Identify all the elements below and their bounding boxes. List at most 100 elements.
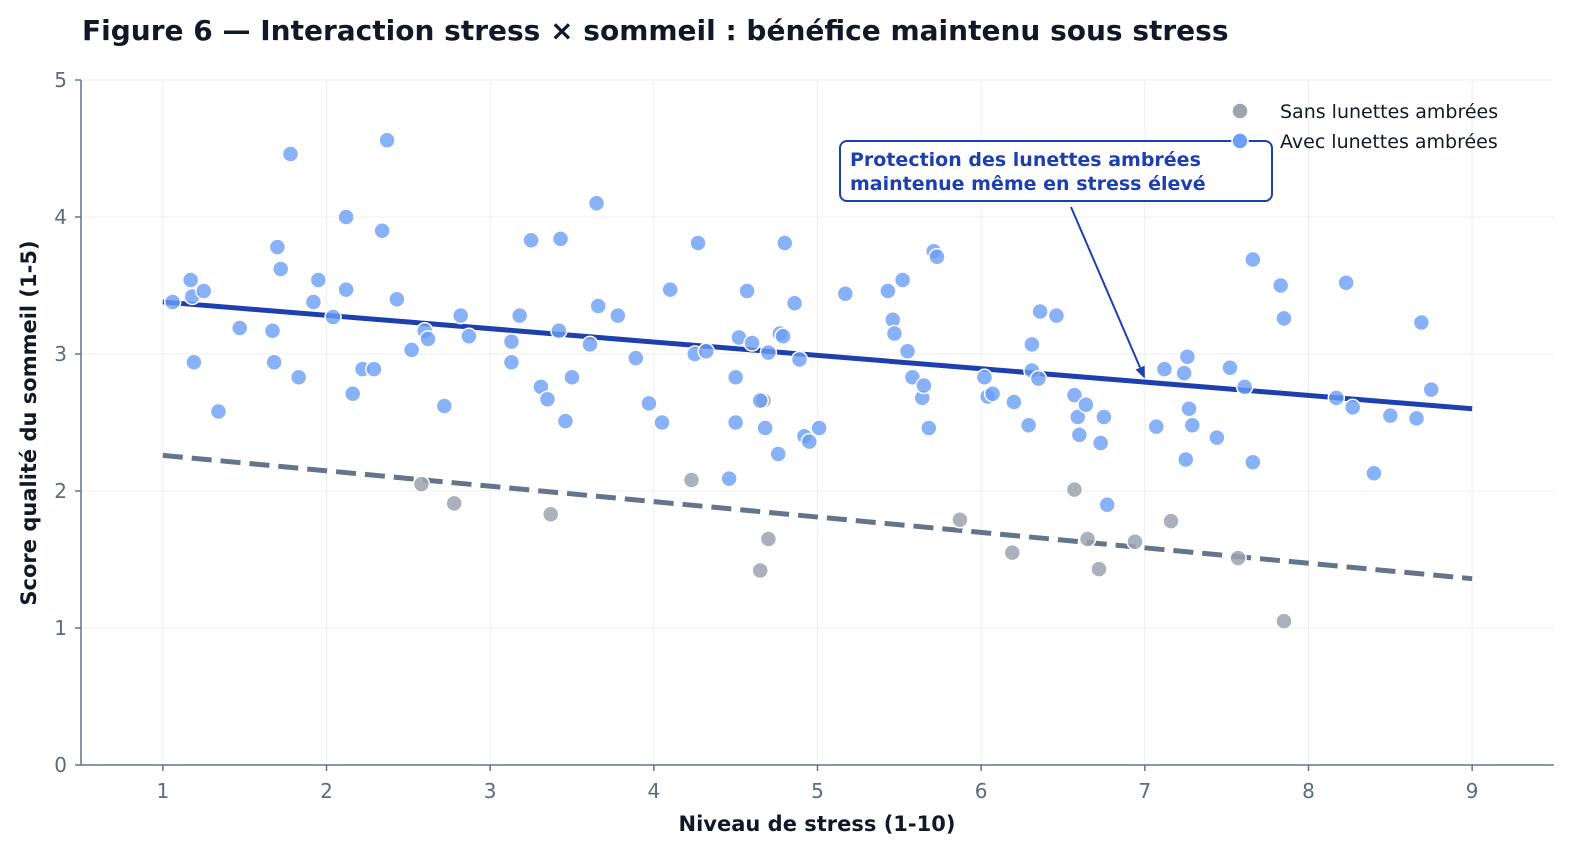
point-avec-lunettes: [1337, 274, 1355, 292]
point-avec-lunettes: [1365, 464, 1383, 482]
point-avec-lunettes: [556, 412, 575, 430]
point-avec-lunettes: [304, 293, 323, 311]
point-avec-lunettes: [810, 419, 828, 437]
point-avec-lunettes: [759, 343, 778, 362]
y-tick-label: 5: [54, 68, 67, 92]
point-sans-lunettes: [759, 530, 778, 548]
point-sans-lunettes: [1126, 532, 1144, 551]
point-sans-lunettes: [1078, 530, 1097, 548]
point-sans-lunettes: [1003, 543, 1022, 562]
x-axis-label: Niveau de stress (1-10): [679, 812, 956, 836]
point-avec-lunettes: [726, 368, 745, 387]
point-avec-lunettes: [388, 290, 406, 308]
point-avec-lunettes: [1095, 408, 1113, 426]
y-tick-label: 4: [54, 205, 67, 229]
point-avec-lunettes: [378, 131, 396, 150]
point-avec-lunettes: [309, 271, 328, 289]
annotation-line-1: Protection des lunettes ambrées: [850, 149, 1201, 171]
point-avec-lunettes: [726, 413, 745, 432]
point-sans-lunettes: [1162, 512, 1180, 530]
x-tick-label: 3: [484, 779, 497, 803]
point-avec-lunettes: [920, 419, 938, 437]
point-avec-lunettes: [1023, 335, 1041, 354]
point-avec-lunettes: [1412, 313, 1431, 332]
point-avec-lunettes: [1155, 360, 1174, 378]
point-sans-lunettes: [951, 511, 969, 529]
y-tick-label: 3: [54, 342, 67, 366]
point-avec-lunettes: [1183, 416, 1202, 434]
point-avec-lunettes: [538, 390, 557, 408]
point-avec-lunettes: [337, 208, 355, 226]
point-avec-lunettes: [627, 349, 645, 367]
point-avec-lunettes: [373, 221, 391, 240]
y-axis-label: Score qualité du sommeil (1-5): [17, 240, 41, 605]
data-points: [163, 131, 1440, 630]
point-avec-lunettes: [1005, 393, 1023, 411]
legend-label-sans: Sans lunettes ambrées: [1280, 101, 1498, 123]
point-avec-lunettes: [756, 419, 774, 437]
point-avec-lunettes: [879, 282, 897, 300]
tick-labels: 1 2 3 4 5 6 7 8 9 0 1 2 3 4 5: [54, 68, 1478, 803]
point-avec-lunettes: [640, 394, 658, 413]
point-avec-lunettes: [836, 284, 855, 303]
point-avec-lunettes: [185, 353, 203, 371]
point-avec-lunettes: [324, 308, 342, 326]
point-avec-lunettes: [1091, 434, 1110, 452]
point-avec-lunettes: [885, 324, 904, 343]
point-avec-lunettes: [231, 319, 249, 337]
point-avec-lunettes: [1381, 406, 1400, 425]
x-tick-label: 8: [1302, 779, 1315, 803]
point-avec-lunettes: [1077, 395, 1095, 414]
point-sans-lunettes: [541, 505, 560, 524]
point-avec-lunettes: [928, 247, 946, 266]
trend-lines: [162, 299, 1473, 582]
point-avec-lunettes: [365, 360, 383, 378]
point-avec-lunettes: [263, 321, 282, 340]
x-tick-label: 1: [156, 779, 169, 803]
point-avec-lunettes: [181, 271, 200, 289]
point-avec-lunettes: [1070, 426, 1089, 444]
point-avec-lunettes: [1175, 364, 1193, 382]
point-avec-lunettes: [1275, 309, 1293, 328]
point-avec-lunettes: [1177, 450, 1195, 469]
annotation-arrowhead: [1135, 365, 1145, 379]
point-avec-lunettes: [743, 334, 761, 352]
point-avec-lunettes: [195, 282, 213, 300]
legend-label-avec: Avec lunettes ambrées: [1280, 131, 1498, 153]
point-avec-lunettes: [581, 335, 599, 354]
point-avec-lunettes: [609, 306, 627, 325]
point-sans-lunettes: [751, 561, 769, 580]
point-avec-lunettes: [1065, 386, 1084, 404]
point-avec-lunettes: [502, 353, 521, 371]
point-avec-lunettes: [661, 280, 679, 299]
point-avec-lunettes: [163, 293, 182, 311]
point-avec-lunettes: [435, 397, 454, 415]
point-avec-lunettes: [1208, 428, 1226, 447]
y-tick-label: 2: [54, 479, 67, 503]
point-avec-lunettes: [785, 294, 804, 313]
point-avec-lunettes: [1029, 369, 1048, 388]
point-avec-lunettes: [1422, 380, 1440, 399]
y-tick-label: 0: [54, 753, 67, 777]
point-avec-lunettes: [689, 234, 707, 252]
point-avec-lunettes: [751, 391, 769, 410]
point-avec-lunettes: [402, 341, 421, 359]
annotation-box: [839, 140, 1273, 202]
point-avec-lunettes: [1244, 250, 1262, 269]
point-avec-lunettes: [460, 327, 478, 345]
point-avec-lunettes: [209, 402, 228, 421]
annotation-line-2: maintenue même en stress élevé: [850, 173, 1206, 195]
point-avec-lunettes: [1407, 409, 1426, 428]
point-avec-lunettes: [1327, 389, 1346, 407]
point-avec-lunettes: [800, 432, 819, 451]
point-avec-lunettes: [1221, 358, 1239, 377]
point-avec-lunettes: [769, 445, 787, 463]
point-avec-lunettes: [265, 353, 283, 371]
point-avec-lunettes: [563, 368, 581, 387]
point-avec-lunettes: [289, 368, 308, 387]
point-avec-lunettes: [502, 332, 521, 351]
point-avec-lunettes: [720, 469, 738, 488]
point-avec-lunettes: [1343, 398, 1362, 417]
point-avec-lunettes: [1244, 453, 1262, 471]
